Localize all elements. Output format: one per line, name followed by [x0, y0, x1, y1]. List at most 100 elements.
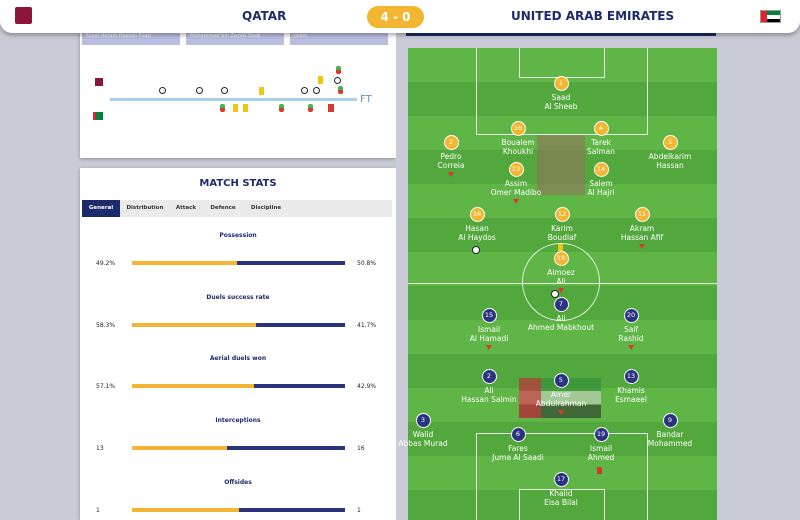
tab-discipline[interactable]: Discipline	[250, 205, 282, 211]
home-player[interactable]: 16 Hasan Al Haydos	[427, 207, 527, 242]
home-player[interactable]: 1 Saad Al Sheeb	[511, 76, 611, 111]
lineup-header-strip	[406, 33, 716, 36]
player-number-badge: 4	[593, 121, 609, 136]
home-player[interactable]: 3 Abdelkarim Hassan	[620, 135, 720, 170]
player-name: Khalid Eisa Bilal	[544, 489, 578, 507]
goal-ball-icon[interactable]	[301, 87, 308, 94]
away-player[interactable]: 9 Bandar Mohammed	[620, 413, 720, 448]
stat-home-value: 58.3%	[96, 322, 116, 329]
player-number-badge: 19	[593, 427, 609, 442]
stat-home-fill	[132, 261, 237, 265]
away-player[interactable]: 7 Ali Ahmed Mabkhout	[511, 297, 611, 332]
player-name: Ismail Ahmed	[587, 444, 615, 462]
player-number-badge: 15	[481, 308, 497, 323]
player-name: Assim Omer Madibo	[490, 179, 542, 197]
tab-general[interactable]: General	[82, 200, 120, 217]
goal-ball-icon[interactable]	[159, 87, 166, 94]
player-number-badge: 19	[553, 251, 569, 266]
away-player[interactable]: 15 Ismail Al Hamadi	[439, 308, 539, 350]
home-player[interactable]: 11 Akram Hassan Afif	[592, 207, 692, 249]
player-number-badge: 1	[553, 76, 569, 91]
yellow-card-icon[interactable]	[259, 87, 264, 95]
yellow-card-icon[interactable]	[243, 104, 248, 112]
stat-comparison-bar	[132, 261, 345, 265]
goal-ball-icon[interactable]	[196, 87, 203, 94]
away-player[interactable]: 6 Fares Juma Al Saadi	[468, 427, 568, 462]
yellow-card-icon	[558, 244, 563, 251]
substituted-off-icon	[639, 244, 645, 249]
stat-comparison-bar	[132, 446, 345, 450]
substituted-off-icon	[558, 288, 564, 293]
stat-home-value: 13	[96, 445, 104, 452]
player-number-badge: 13	[623, 369, 639, 384]
player-name: Abdelkarim Hassan	[648, 152, 692, 170]
stat-home-value: 1	[96, 507, 100, 514]
qatar-flag-icon	[15, 7, 32, 24]
away-player[interactable]: 2 Ali Hassan Salmin	[439, 369, 539, 404]
top-penalty-box	[476, 48, 648, 135]
stat-home-value: 57.1%	[96, 383, 116, 390]
yellow-card-icon[interactable]	[233, 104, 238, 112]
player-name: Salem Al Hajri	[587, 179, 615, 197]
red-card-icon[interactable]	[328, 104, 334, 112]
goal-ball-icon[interactable]	[221, 87, 228, 94]
player-number-badge: 5	[553, 373, 569, 388]
tab-distribution[interactable]: Distribution	[126, 205, 164, 211]
home-player[interactable]: 12 Karim Boudiaf	[512, 207, 612, 242]
player-name: Ali Ahmed Mabkhout	[527, 314, 595, 332]
home-player[interactable]: 4 Tarek Salman	[551, 121, 651, 156]
home-player[interactable]: 14 Salem Al Hajri	[551, 162, 651, 197]
stat-home-value: 49.2%	[96, 260, 116, 267]
home-team-name[interactable]: QATAR	[242, 9, 287, 23]
away-player[interactable]: 17 Khalid Eisa Bilal	[511, 472, 611, 507]
player-number-badge: 3	[415, 413, 431, 428]
stat-home-fill	[132, 323, 257, 327]
player-number-badge: 3	[662, 135, 678, 150]
substitution-icon[interactable]	[308, 104, 313, 112]
substitution-icon[interactable]	[220, 104, 225, 112]
away-team-name[interactable]: UNITED ARAB EMIRATES	[511, 9, 675, 23]
stat-away-value: 1	[357, 507, 361, 514]
player-name: Amer Abdulrahman	[535, 390, 587, 408]
stat-comparison-bar	[132, 323, 345, 327]
stat-label: Offsides	[224, 479, 252, 486]
away-player[interactable]: 19 Ismail Ahmed	[551, 427, 651, 462]
player-name: Pedro Correia	[437, 152, 465, 170]
away-player[interactable]: 13 Khamis Esmaeel	[581, 369, 681, 404]
player-name: Akram Hassan Afif	[620, 224, 664, 242]
home-player[interactable]: 2 Pedro Correia	[401, 135, 501, 177]
stat-home-fill	[132, 384, 254, 388]
substitution-icon[interactable]	[336, 66, 341, 74]
stats-tab-bar: General Distribution Attack Defence Disc…	[82, 200, 392, 217]
uae-flag-watermark-red	[519, 378, 541, 418]
player-number-badge: 17	[553, 472, 569, 487]
yellow-card-icon[interactable]	[318, 76, 323, 84]
stat-label: Duels success rate	[206, 294, 270, 301]
home-player[interactable]: 19 Almoez Ali	[511, 251, 611, 293]
player-number-badge: 23	[508, 162, 524, 177]
player-name: Bandar Mohammed	[647, 430, 693, 448]
tab-attack[interactable]: Attack	[175, 205, 197, 211]
away-player[interactable]: 20 Saif Rashid	[581, 308, 681, 350]
home-player[interactable]: 23 Assim Omer Madibo	[466, 162, 566, 204]
goal-ball-icon[interactable]	[313, 87, 320, 94]
player-name: Boualem Khoukhi	[501, 138, 535, 156]
substitution-icon[interactable]	[338, 86, 343, 94]
home-player[interactable]: 16 Boualem Khoukhi	[468, 121, 568, 156]
stat-home-fill	[132, 446, 228, 450]
away-player[interactable]: 3 Walid Abbas Murad	[373, 413, 473, 448]
player-name: Karim Boudiaf	[547, 224, 577, 242]
tab-defence[interactable]: Defence	[210, 205, 236, 211]
uae-flag-icon	[760, 10, 781, 23]
substituted-off-icon	[558, 410, 564, 415]
player-number-badge: 16	[469, 207, 485, 222]
player-number-badge: 9	[662, 413, 678, 428]
goal-ball-icon[interactable]	[334, 77, 341, 84]
player-number-badge: 2	[443, 135, 459, 150]
stat-label: Possession	[219, 232, 257, 239]
substitution-icon[interactable]	[279, 104, 284, 112]
away-flag-icon	[93, 112, 103, 120]
goal-ball-icon	[551, 290, 559, 298]
away-player[interactable]: 5 Amer Abdulrahman	[511, 373, 611, 415]
player-name: Ali Hassan Salmin	[461, 386, 517, 404]
